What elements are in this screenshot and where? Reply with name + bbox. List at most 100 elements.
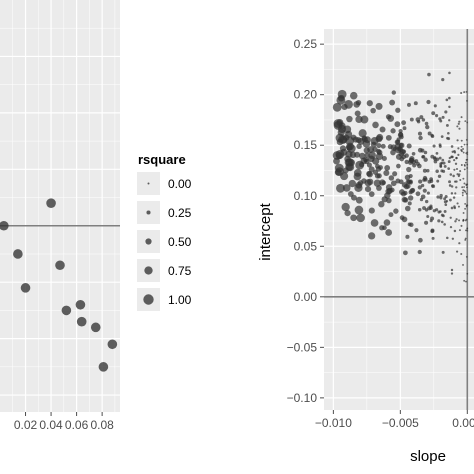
right-data-point	[448, 71, 451, 75]
right-data-point	[455, 156, 458, 160]
right-data-point	[339, 145, 347, 152]
right-data-point	[426, 214, 430, 218]
left-plot-points	[0, 198, 118, 372]
right-data-point	[450, 272, 454, 275]
right-data-point	[353, 101, 361, 108]
right-data-point	[403, 183, 410, 190]
right-data-point	[440, 161, 444, 165]
right-data-point	[440, 220, 444, 224]
right-data-point	[342, 167, 349, 174]
right-data-point	[453, 151, 457, 154]
right-data-point	[441, 250, 445, 254]
right-data-point	[364, 152, 370, 158]
right-data-point	[435, 152, 439, 155]
right-data-point	[403, 197, 409, 203]
right-plot-panel	[324, 29, 474, 410]
right-data-point	[335, 152, 343, 160]
right-data-point	[448, 184, 452, 187]
right-data-point	[379, 126, 386, 133]
right-data-point	[450, 192, 454, 195]
right-data-point	[446, 236, 449, 240]
right-data-point	[405, 234, 410, 239]
right-data-point	[389, 99, 396, 106]
right-data-point	[353, 169, 362, 177]
right-data-point	[449, 216, 452, 219]
right-plot-x-ticks: −0.010 −0.005 0.000	[315, 410, 474, 430]
legend-label: 0.00	[168, 177, 192, 191]
right-data-point	[384, 192, 391, 199]
left-data-point	[0, 220, 9, 231]
right-data-point	[404, 153, 409, 158]
right-data-point	[404, 159, 409, 165]
right-data-point	[390, 180, 397, 187]
right-data-point	[421, 155, 425, 159]
right-data-point	[342, 184, 351, 192]
right-data-point	[448, 119, 451, 122]
right-data-point	[435, 169, 439, 174]
right-data-point	[452, 174, 455, 178]
right-data-point	[448, 105, 451, 109]
right-data-point	[431, 111, 436, 116]
right-data-point	[459, 169, 462, 173]
right-data-point	[465, 280, 467, 283]
right-data-point	[443, 200, 447, 204]
right-data-point	[356, 143, 362, 149]
right-data-point	[370, 141, 377, 148]
legend-key-point	[143, 294, 154, 305]
right-x-tick-label: 0.000	[452, 416, 474, 430]
right-data-point	[396, 163, 401, 169]
right-data-point	[401, 120, 407, 126]
right-data-point	[407, 201, 412, 206]
right-data-point	[424, 121, 429, 126]
left-plot-grid	[0, 0, 120, 412]
right-data-point	[456, 125, 459, 128]
right-data-point	[432, 144, 436, 148]
right-data-point	[407, 102, 411, 107]
right-data-point	[426, 99, 431, 105]
right-data-point	[457, 122, 460, 125]
right-data-point	[462, 263, 464, 266]
right-plot-y-axis-title: intercept	[257, 202, 274, 260]
right-data-point	[441, 115, 445, 119]
right-data-point	[439, 164, 443, 168]
right-data-point	[395, 107, 401, 113]
right-data-point	[409, 222, 414, 228]
right-data-point	[460, 252, 463, 256]
right-data-point	[354, 205, 364, 215]
right-data-point	[387, 115, 395, 122]
right-data-point	[433, 157, 437, 161]
right-data-point	[461, 194, 464, 197]
right-data-point	[455, 186, 458, 189]
right-data-point	[457, 174, 460, 178]
right-data-point	[439, 196, 443, 200]
left-plot-panel	[0, 0, 120, 412]
legend-key-point	[144, 266, 153, 275]
right-data-point	[370, 107, 376, 114]
right-data-point	[393, 208, 399, 214]
right-data-point	[391, 90, 396, 95]
right-data-point	[458, 127, 461, 130]
right-data-point	[366, 162, 372, 168]
left-plot-x-ticks: 0.02 0.04 0.06 0.08	[14, 412, 114, 432]
right-data-point	[466, 121, 469, 124]
right-data-point	[438, 144, 442, 148]
right-data-point	[456, 139, 459, 142]
right-data-point	[399, 215, 405, 221]
right-data-point	[460, 148, 463, 152]
right-plot-points	[332, 71, 469, 283]
right-data-point	[448, 96, 451, 100]
right-data-point	[399, 149, 406, 155]
legend-key-point	[146, 210, 151, 215]
right-data-point	[444, 203, 448, 207]
right-data-point	[394, 121, 401, 128]
right-data-point	[450, 268, 454, 272]
right-data-point	[417, 131, 423, 136]
right-data-point	[455, 180, 458, 183]
right-data-point	[458, 120, 461, 123]
right-data-point	[337, 94, 345, 102]
right-y-tick-label: 0.25	[294, 37, 318, 51]
right-data-point	[443, 223, 446, 226]
right-data-point	[462, 148, 464, 150]
right-data-point	[463, 189, 466, 192]
right-data-point	[457, 153, 460, 156]
